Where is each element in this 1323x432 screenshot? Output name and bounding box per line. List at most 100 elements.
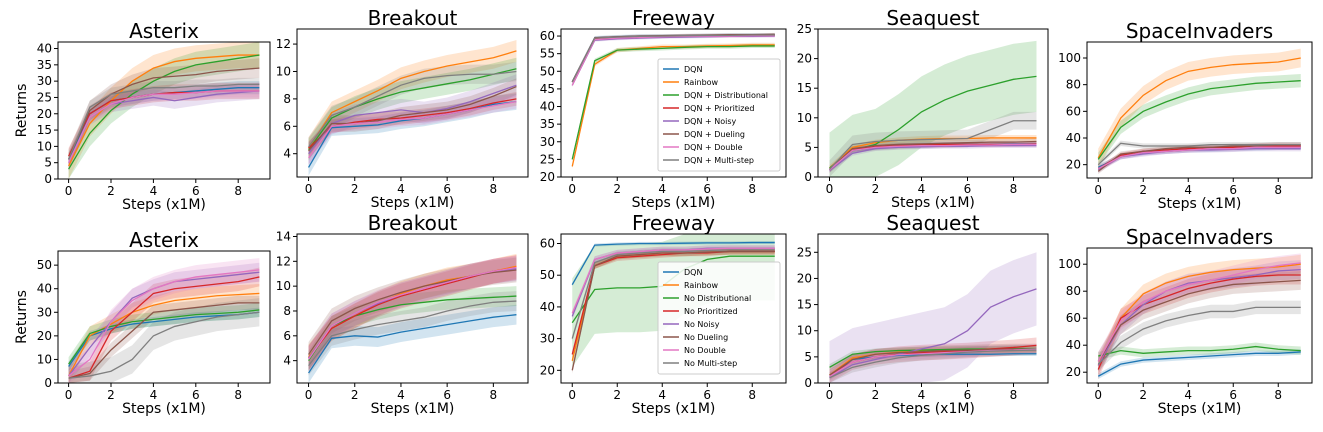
series-band	[1098, 260, 1301, 375]
y-tick-label: 5	[44, 156, 52, 170]
series-line	[308, 300, 517, 367]
axes-frame	[1086, 247, 1313, 384]
plot-area	[68, 258, 260, 383]
y-axis-label: Returns	[14, 290, 30, 344]
series-line	[308, 50, 517, 149]
y-tick-label: 20	[797, 52, 812, 66]
series-line	[67, 83, 260, 160]
series-band	[308, 57, 517, 161]
y-tick-label: 30	[540, 332, 555, 346]
chart-title: Freeway	[632, 6, 715, 30]
x-tick-label: 2	[872, 388, 880, 402]
series-line	[571, 34, 775, 83]
y-tick-label: 40	[540, 100, 555, 114]
series-band	[308, 291, 517, 376]
axes-frame	[57, 41, 271, 180]
y-tick-label: 40	[37, 282, 52, 296]
series-line	[571, 44, 775, 167]
y-tick-label: 25	[540, 152, 555, 166]
series-line	[829, 140, 1037, 171]
y-tick-label: 25	[797, 245, 812, 259]
panel-6: 0 2 4 6 8 0 10 20 30 40 50 Asterix Steps (x1M) Return…	[14, 228, 271, 417]
panel-3: 0 2 4 6 8 20 25 30 35 40 45 50 55 60 Freeway Steps (x1M…	[540, 6, 787, 211]
axes-frame	[296, 28, 529, 178]
legend-label: Rainbow	[684, 78, 719, 87]
x-tick-label: 2	[351, 182, 359, 196]
y-tick-label: 8	[283, 92, 291, 106]
panel-7: 0 2 4 6 8 4 6 8 10 12 14 Breakout Steps (x1M)	[276, 211, 529, 417]
y-tick-label: 50	[37, 258, 52, 272]
y-tick-label: 0	[44, 376, 52, 390]
series-line	[308, 70, 517, 148]
legend-label: DQN	[684, 65, 702, 74]
y-tick-label: 0	[44, 172, 52, 186]
y-tick-label: 80	[1066, 284, 1081, 298]
series-line	[571, 247, 775, 314]
y-tick-label: 20	[37, 107, 52, 121]
series-band	[68, 42, 260, 179]
series-line	[571, 35, 775, 86]
series-band	[1098, 265, 1301, 379]
series-line	[829, 288, 1037, 379]
legend-label: No Distributional	[684, 294, 751, 303]
x-tick-label: 8	[748, 388, 756, 402]
series-band	[308, 253, 517, 370]
x-tick-label: 8	[234, 184, 242, 198]
axes-frame	[560, 28, 787, 178]
x-tick-label: 2	[613, 182, 621, 196]
x-tick-label: 8	[490, 388, 498, 402]
panel-5: 0 2 4 6 8 20 40 60 80 100 SpaceInvaders Steps (x1M)	[1058, 19, 1313, 212]
y-tick-label: 20	[540, 170, 555, 184]
series-line	[308, 98, 517, 149]
series-line	[308, 266, 517, 360]
series-band	[308, 94, 517, 165]
chart-title: Seaquest	[886, 6, 979, 30]
y-tick-label: 60	[1066, 104, 1081, 118]
x-tick-label: 2	[107, 388, 115, 402]
x-tick-label: 2	[613, 388, 621, 402]
x-axis-label: Steps (x1M)	[371, 401, 455, 417]
series-band	[1098, 140, 1301, 168]
series-line	[68, 269, 260, 377]
series-line	[571, 241, 775, 286]
y-tick-label: 40	[1066, 338, 1081, 352]
x-tick-label: 6	[192, 184, 200, 198]
series-line	[571, 250, 775, 371]
x-tick-label: 0	[1094, 183, 1102, 197]
y-tick-label: 35	[540, 117, 555, 131]
series-band	[308, 257, 517, 367]
legend-label: No Prioritized	[684, 307, 738, 316]
y-tick-label: 10	[797, 324, 812, 338]
x-axis-label: Steps (x1M)	[122, 197, 206, 213]
series-line	[68, 302, 260, 379]
series-line	[1098, 345, 1301, 357]
series-band	[308, 255, 517, 371]
series-line	[829, 348, 1037, 376]
x-axis-label: Steps (x1M)	[1158, 401, 1242, 417]
x-tick-label: 2	[1139, 388, 1147, 402]
x-tick-label: 6	[964, 182, 972, 196]
y-tick-label: 12	[276, 37, 291, 51]
x-tick-label: 4	[1184, 388, 1192, 402]
y-tick-label: 10	[276, 279, 291, 293]
chart-title: Freeway	[632, 211, 715, 235]
plot-area	[571, 32, 775, 169]
y-tick-label: 40	[37, 42, 52, 56]
x-tick-label: 0	[65, 388, 73, 402]
series-line	[1097, 146, 1301, 170]
plot-area	[829, 252, 1037, 383]
y-tick-label: 4	[283, 354, 291, 368]
chart-title: SpaceInvaders	[1126, 225, 1273, 249]
y-tick-label: 60	[1066, 311, 1081, 325]
series-line	[1097, 268, 1301, 366]
x-axis-label: Steps (x1M)	[632, 195, 716, 211]
series-line	[1097, 262, 1301, 362]
series-band	[308, 304, 517, 383]
series-line	[829, 143, 1037, 171]
y-tick-label: 15	[797, 81, 812, 95]
x-tick-label: 0	[305, 388, 313, 402]
x-tick-label: 6	[964, 388, 972, 402]
series-line	[1097, 306, 1301, 365]
y-tick-label: 10	[37, 352, 52, 366]
